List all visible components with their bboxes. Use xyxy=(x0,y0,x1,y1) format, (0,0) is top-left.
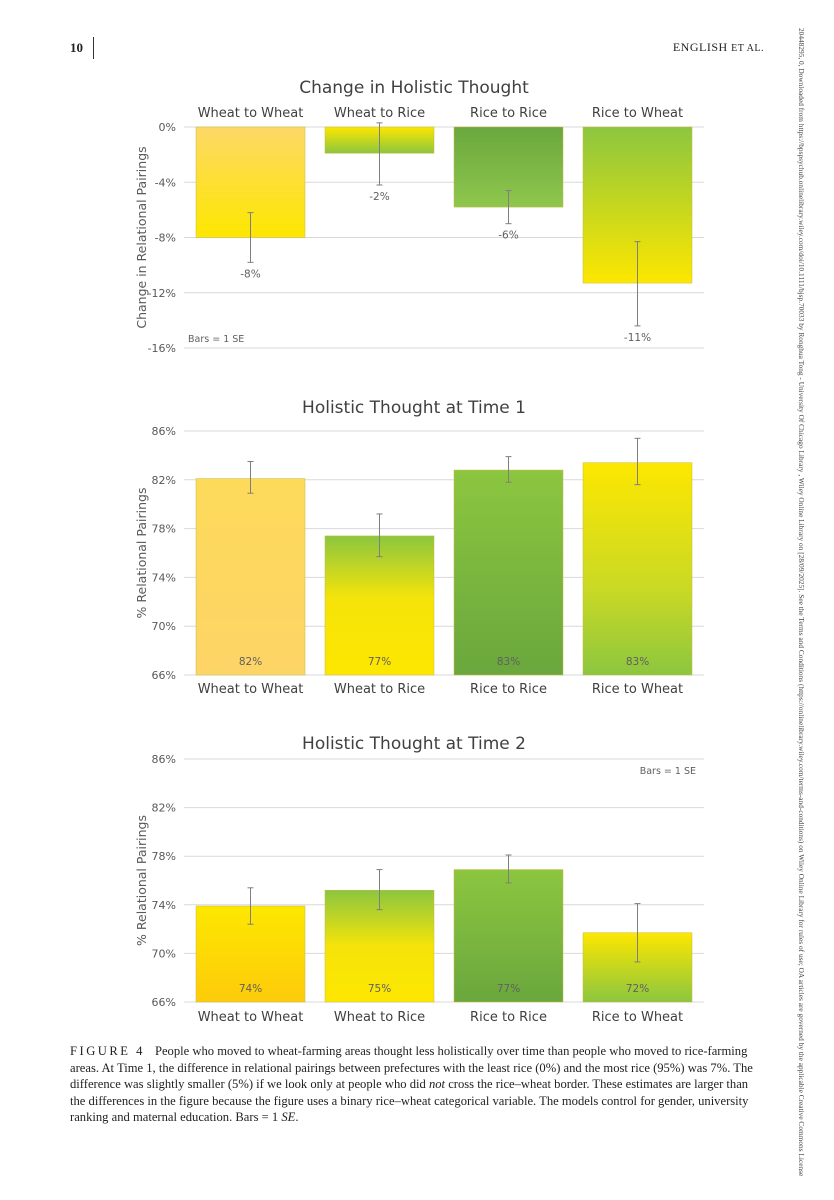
y-tick-label: 66% xyxy=(152,996,176,1009)
chart-time-2: Holistic Thought at Time 2 66% 70% 74% 78% 82… xyxy=(0,722,834,1032)
category-label: Wheat to Rice xyxy=(334,106,425,121)
bar-time1-wheat-to-wheat xyxy=(195,478,306,676)
y-tick-label: 78% xyxy=(152,850,176,863)
data-label: 75% xyxy=(368,983,391,995)
chart-title: Change in Holistic Thought xyxy=(299,78,529,98)
header-divider xyxy=(93,37,94,59)
data-label: 74% xyxy=(239,983,262,995)
category-label: Rice to Wheat xyxy=(592,1010,683,1025)
chart-note: Bars = 1 SE xyxy=(640,766,696,777)
y-tick-label: -8% xyxy=(155,232,176,245)
category-label: Wheat to Rice xyxy=(334,682,425,697)
category-label: Rice to Wheat xyxy=(592,682,683,697)
running-head-author: ENGLISH xyxy=(672,40,728,54)
running-head: ENGLISH ET AL. xyxy=(673,40,764,55)
category-label: Rice to Rice xyxy=(470,106,547,121)
data-label: -11% xyxy=(624,332,651,344)
y-tick-label: 86% xyxy=(152,425,176,438)
data-label: 82% xyxy=(239,656,262,668)
page-number: 10 xyxy=(70,40,83,55)
caption-se: SE xyxy=(281,1110,296,1124)
category-label: Wheat to Wheat xyxy=(198,682,304,697)
category-label: Wheat to Wheat xyxy=(198,1010,304,1025)
data-label: -8% xyxy=(240,268,260,280)
running-head-etal: ET AL. xyxy=(731,43,764,54)
bar-time1-rice-to-rice xyxy=(453,469,564,676)
y-tick-label: 74% xyxy=(152,571,176,584)
bar-time1-rice-to-wheat xyxy=(582,462,693,676)
y-tick-label: 86% xyxy=(152,753,176,766)
y-tick-label: -12% xyxy=(148,287,176,300)
data-label: 77% xyxy=(368,656,391,668)
y-axis-label: % Relational Pairings xyxy=(134,488,149,619)
bar-time1-wheat-to-rice xyxy=(324,535,435,676)
data-label: 83% xyxy=(626,656,649,668)
chart-title: Holistic Thought at Time 1 xyxy=(302,398,526,418)
data-label: -2% xyxy=(369,191,389,203)
figure-label: FIGURE 4 xyxy=(70,1044,145,1058)
y-tick-label: 74% xyxy=(152,899,176,912)
chart-note: Bars = 1 SE xyxy=(188,334,244,345)
caption-text-1: People who moved to wheat-farming areas … xyxy=(70,1044,753,1091)
y-axis-label: % Relational Pairings xyxy=(134,815,149,946)
data-label: 83% xyxy=(497,656,520,668)
chart-time-1: Holistic Thought at Time 1 66% 70% 74% 78% 82… xyxy=(0,390,834,700)
caption-text-3: . xyxy=(295,1110,299,1124)
caption-emphasis: not xyxy=(428,1077,446,1091)
chart-title: Holistic Thought at Time 2 xyxy=(302,734,526,754)
y-tick-label: 70% xyxy=(152,947,176,960)
data-label: -6% xyxy=(498,230,518,242)
category-label: Rice to Rice xyxy=(470,1010,547,1025)
chart-change-holistic: Change in Holistic Thought 0% -4% -8% -12% -1… xyxy=(0,70,834,360)
chart-time-2-svg: Holistic Thought at Time 2 66% 70% 74% 78% 82… xyxy=(134,734,704,1025)
data-label: 72% xyxy=(626,983,649,995)
chart-change-holistic-svg: Change in Holistic Thought 0% -4% -8% -12% -1… xyxy=(134,78,704,355)
figure-caption: FIGURE 4 People who moved to wheat-farmin… xyxy=(70,1043,760,1126)
y-tick-label: 70% xyxy=(152,620,176,633)
category-label: Rice to Wheat xyxy=(592,106,683,121)
y-tick-label: -4% xyxy=(155,176,176,189)
y-tick-label: -16% xyxy=(148,342,176,355)
y-tick-label: 78% xyxy=(152,523,176,536)
bar-time2-rice-to-rice xyxy=(453,869,564,1003)
chart-time-1-svg: Holistic Thought at Time 1 66% 70% 74% 78% 82… xyxy=(134,398,704,697)
data-label: 77% xyxy=(497,983,520,995)
caption-text-2: cross the rice–wheat border. These estim… xyxy=(70,1077,749,1124)
y-tick-label: 66% xyxy=(152,669,176,682)
y-tick-label: 82% xyxy=(152,802,176,815)
y-axis-label: Change in Relational Pairings xyxy=(134,146,149,328)
y-tick-label: 0% xyxy=(159,121,176,134)
category-label: Rice to Rice xyxy=(470,682,547,697)
y-tick-label: 82% xyxy=(152,474,176,487)
category-label: Wheat to Rice xyxy=(334,1010,425,1025)
category-label: Wheat to Wheat xyxy=(198,106,304,121)
